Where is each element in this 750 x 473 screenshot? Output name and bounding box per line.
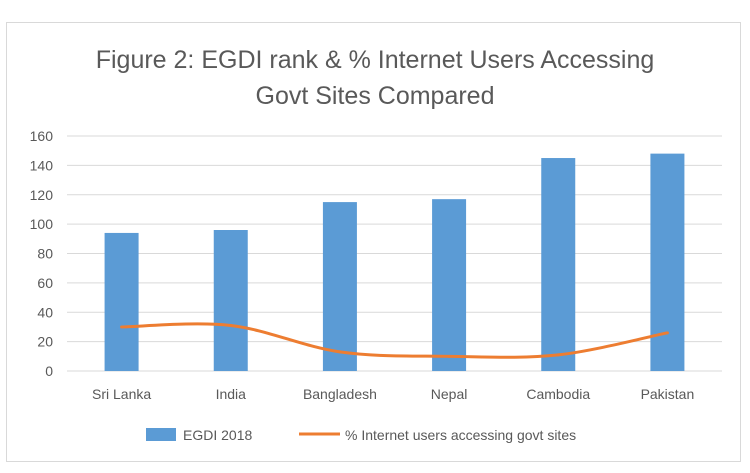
bar-sri-lanka (104, 232, 139, 371)
x-tick-label: Pakistan (641, 386, 695, 402)
chart-title-line-2: Govt Sites Compared (256, 82, 495, 110)
bar-cambodia (541, 158, 576, 371)
line-point-sri-lanka (120, 325, 124, 329)
line-point-cambodia (556, 353, 560, 357)
bar-bangladesh (322, 202, 357, 371)
y-tick-label: 140 (30, 157, 54, 173)
y-tick-label: 80 (37, 246, 53, 262)
bar-pakistan (650, 153, 685, 371)
line-series (120, 322, 669, 359)
line-point-bangladesh (338, 350, 342, 354)
y-tick-label: 120 (30, 187, 54, 203)
chart-title-line-1: Figure 2: EGDI rank & % Internet Users A… (96, 46, 655, 74)
line-internet-users (121, 322, 668, 359)
legend-label-internet: % Internet users accessing govt sites (345, 427, 576, 443)
y-tick-label: 100 (30, 216, 54, 232)
gridlines (67, 135, 722, 372)
x-tick-label: Sri Lanka (92, 386, 151, 402)
bar-series (104, 153, 685, 371)
x-axis-ticks: Sri Lanka India Bangladesh Nepal Cambodia Pak… (92, 386, 694, 402)
y-tick-label: 20 (37, 334, 53, 350)
line-point-nepal (447, 354, 451, 358)
legend: EGDI 2018 % Internet users accessing gov… (146, 427, 576, 443)
x-tick-label: Nepal (431, 386, 468, 402)
y-tick-label: 160 (30, 128, 54, 144)
y-tick-label: 40 (37, 304, 53, 320)
x-tick-label: Bangladesh (303, 386, 377, 402)
line-point-india (229, 323, 233, 327)
bar-nepal (432, 199, 467, 371)
legend-swatch-egdi (146, 428, 176, 441)
y-tick-label: 0 (45, 363, 53, 379)
legend-label-egdi: EGDI 2018 (183, 427, 252, 443)
y-tick-label: 60 (37, 275, 53, 291)
x-tick-label: India (216, 386, 247, 402)
y-axis-ticks: 0 20 40 60 80 100 120 140 160 (30, 128, 54, 379)
line-point-pakistan (665, 331, 669, 335)
bar-india (213, 230, 248, 371)
x-tick-label: Cambodia (526, 386, 590, 402)
